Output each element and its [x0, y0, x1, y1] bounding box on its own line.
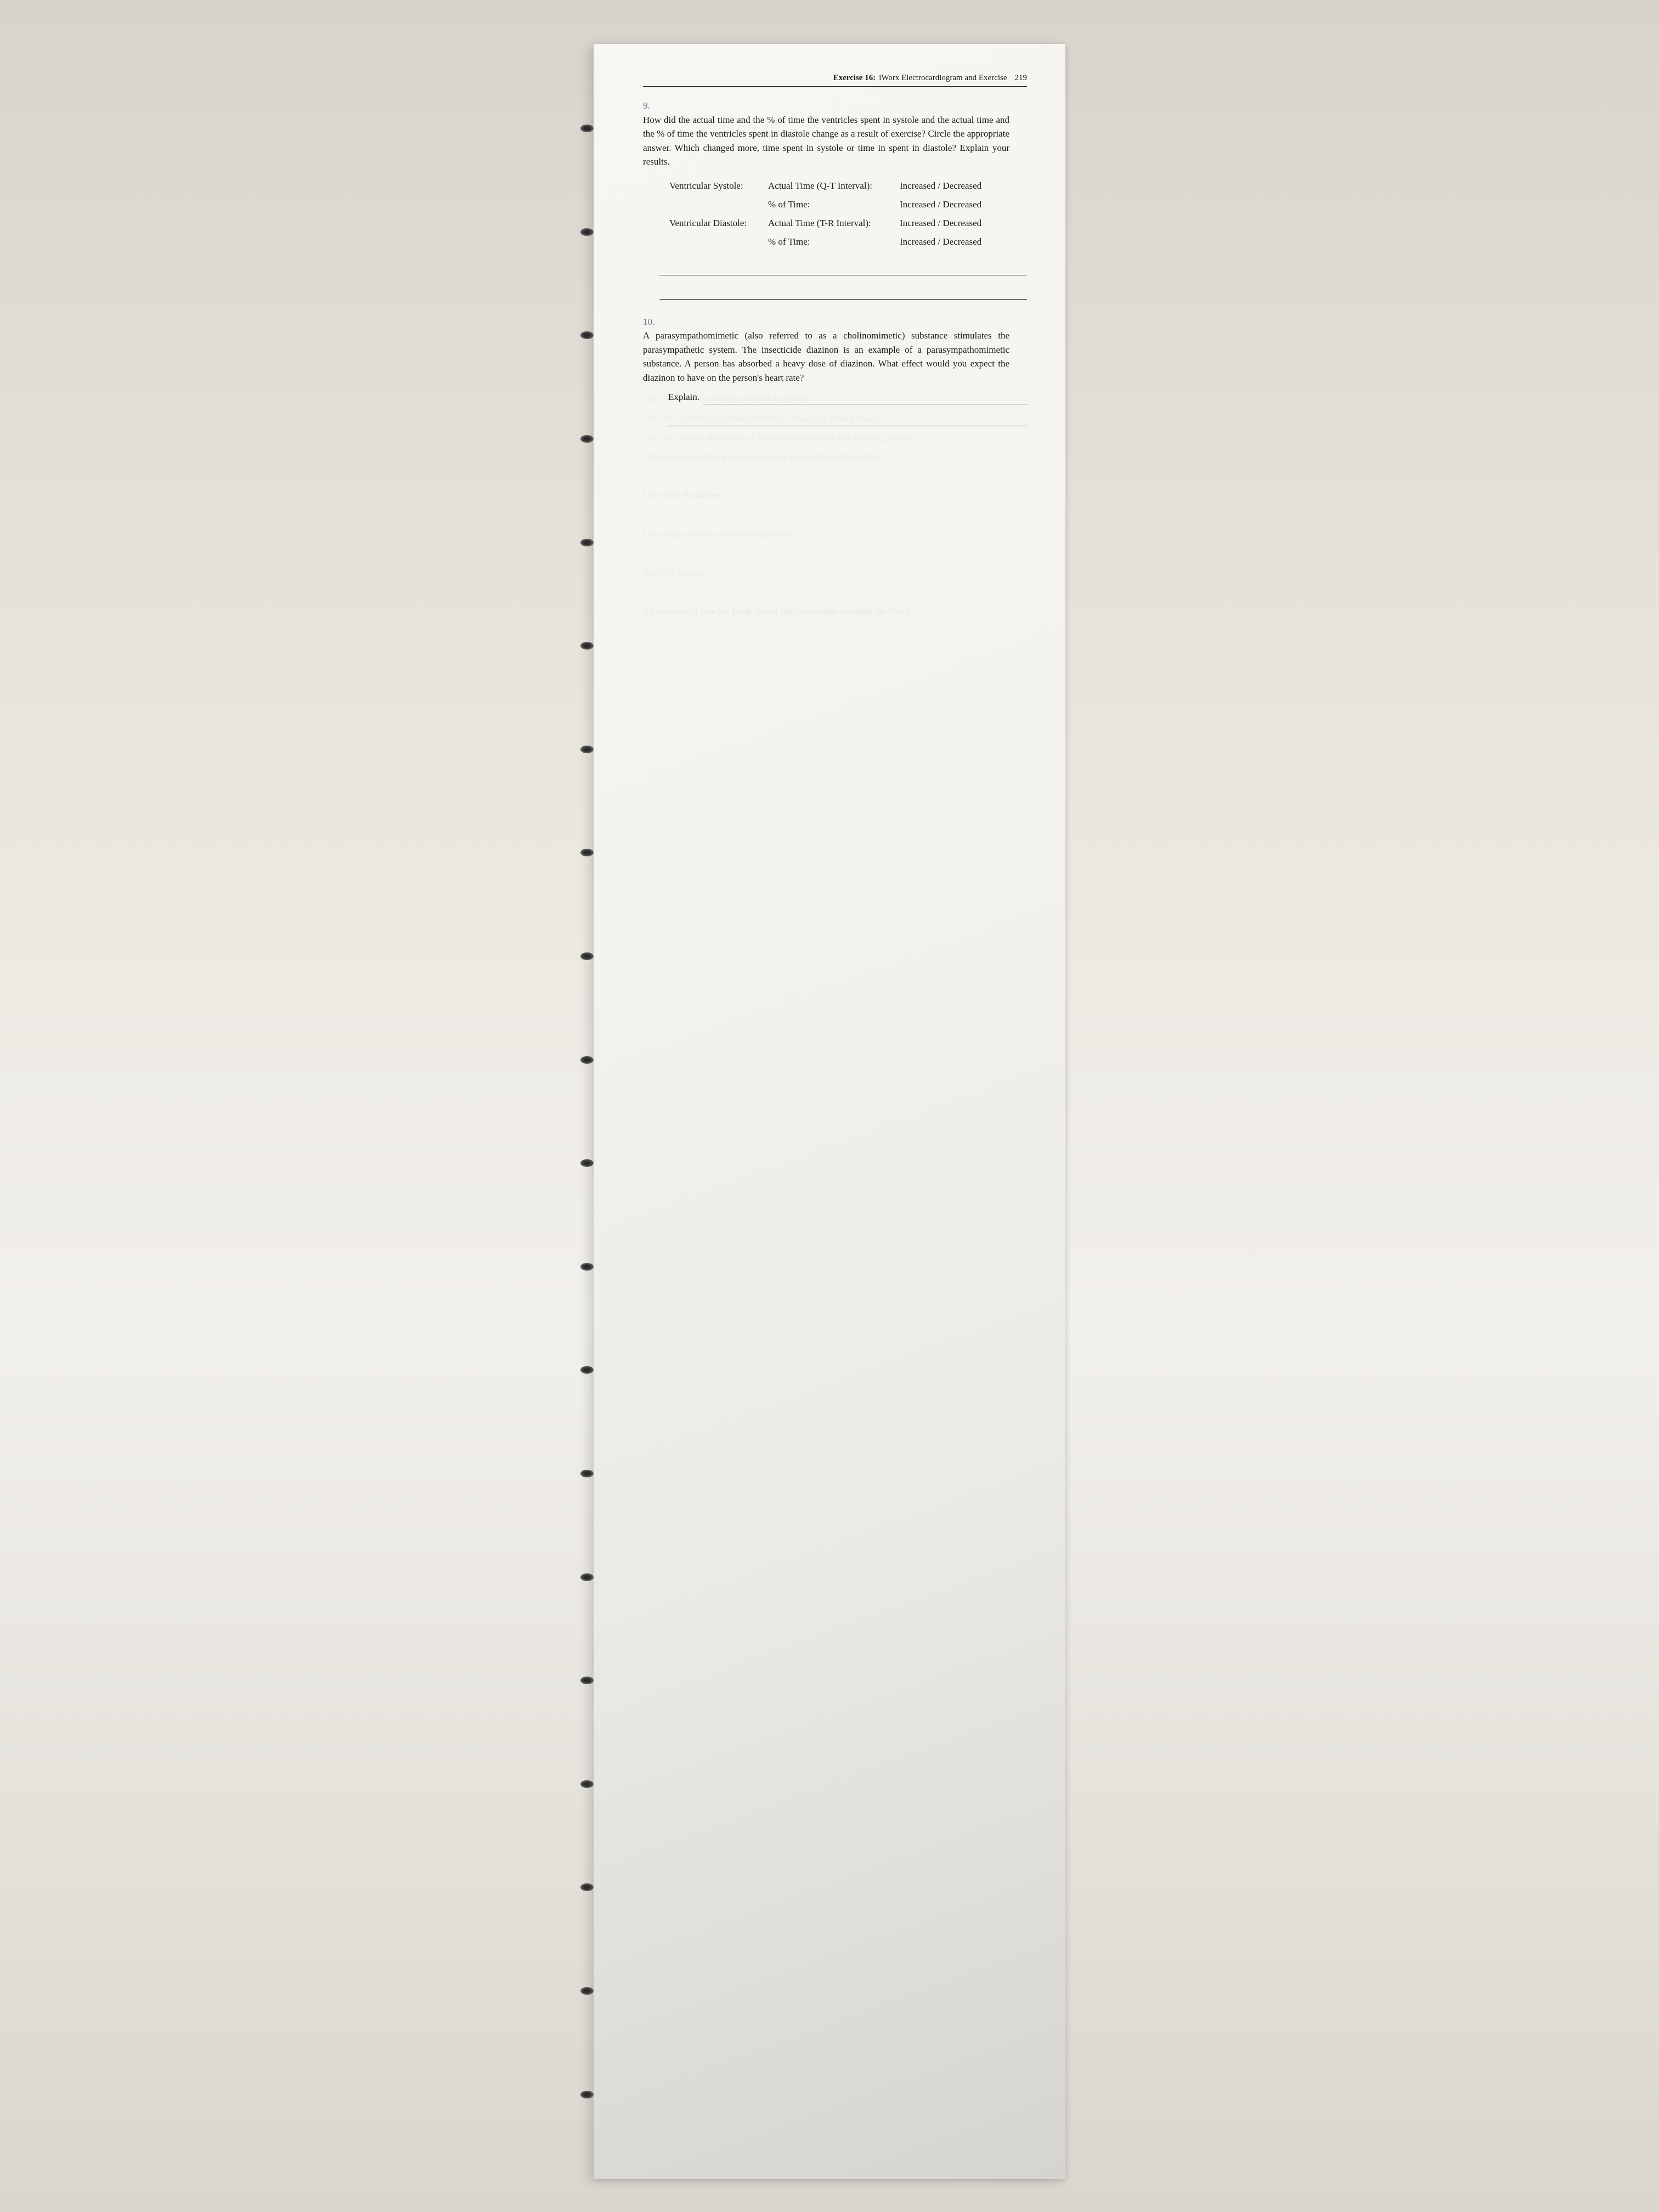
spiral-hole	[580, 228, 594, 236]
question-10: 10. A parasympathomimetic (also referred…	[643, 315, 1027, 426]
answer-blank-line[interactable]	[659, 283, 1027, 300]
answer-blank-line[interactable]	[703, 393, 1027, 404]
spiral-hole	[580, 1056, 594, 1064]
option-label	[669, 195, 768, 214]
option-measure: % of Time:	[768, 233, 900, 251]
spiral-hole	[580, 1470, 594, 1477]
spiral-hole	[580, 1159, 594, 1167]
header-title: iWorx Electrocardiogram and Exercise	[879, 74, 1007, 83]
option-choice[interactable]: Increased / Decreased	[900, 214, 1027, 233]
answer-blank-line[interactable]	[668, 410, 1027, 426]
option-choice[interactable]: Increased / Decreased	[900, 233, 1027, 251]
question-9: 9. How did the actual time and the % of …	[643, 99, 1027, 300]
option-row: Ventricular Diastole: Actual Time (T-R I…	[669, 214, 1027, 233]
spiral-hole	[580, 1573, 594, 1581]
spiral-hole	[580, 1263, 594, 1271]
option-row: % of Time: Increased / Decreased	[669, 233, 1027, 251]
header-page-number: 219	[1015, 74, 1028, 83]
q9-options: Ventricular Systole: Actual Time (Q-T In…	[669, 177, 1027, 251]
option-label	[669, 233, 768, 251]
spiral-hole	[580, 952, 594, 960]
question-number: 9.	[643, 99, 658, 113]
page-header: Exercise 16: iWorx Electrocardiogram and…	[643, 71, 1027, 87]
textbook-page: Exercise 16: iWorx Electrocardiogram and…	[594, 44, 1065, 2179]
spiral-hole	[580, 642, 594, 650]
question-text: A parasympathomimetic (also referred to …	[643, 329, 1009, 385]
option-row: % of Time: Increased / Decreased	[669, 195, 1027, 214]
option-measure: Actual Time (Q-T Interval):	[768, 177, 900, 195]
option-label: Ventricular Systole:	[669, 177, 768, 195]
explain-label: Explain.	[668, 390, 699, 404]
spiral-hole	[580, 1987, 594, 1995]
option-row: Ventricular Systole: Actual Time (Q-T In…	[669, 177, 1027, 195]
header-exercise-label: Exercise 16:	[833, 74, 876, 83]
question-number: 10.	[643, 315, 658, 329]
option-choice[interactable]: Increased / Decreased	[900, 195, 1027, 214]
option-label: Ventricular Diastole:	[669, 214, 768, 233]
explain-row: Explain.	[668, 390, 1027, 404]
spiral-hole	[580, 2091, 594, 2098]
option-measure: % of Time:	[768, 195, 900, 214]
spiral-hole	[580, 331, 594, 339]
option-measure: Actual Time (T-R Interval):	[768, 214, 900, 233]
spiral-hole	[580, 125, 594, 132]
answer-blank-line[interactable]	[659, 259, 1027, 275]
spiral-hole	[580, 1677, 594, 1684]
option-choice[interactable]: Increased / Decreased	[900, 177, 1027, 195]
spiral-hole	[580, 746, 594, 753]
spiral-binding	[577, 44, 594, 2179]
spiral-hole	[580, 849, 594, 856]
spiral-hole	[580, 1780, 594, 1788]
spiral-hole	[580, 1366, 594, 1374]
spiral-hole	[580, 539, 594, 546]
spiral-hole	[580, 1883, 594, 1891]
spiral-hole	[580, 435, 594, 443]
question-text: How did the actual time and the % of tim…	[643, 113, 1009, 169]
